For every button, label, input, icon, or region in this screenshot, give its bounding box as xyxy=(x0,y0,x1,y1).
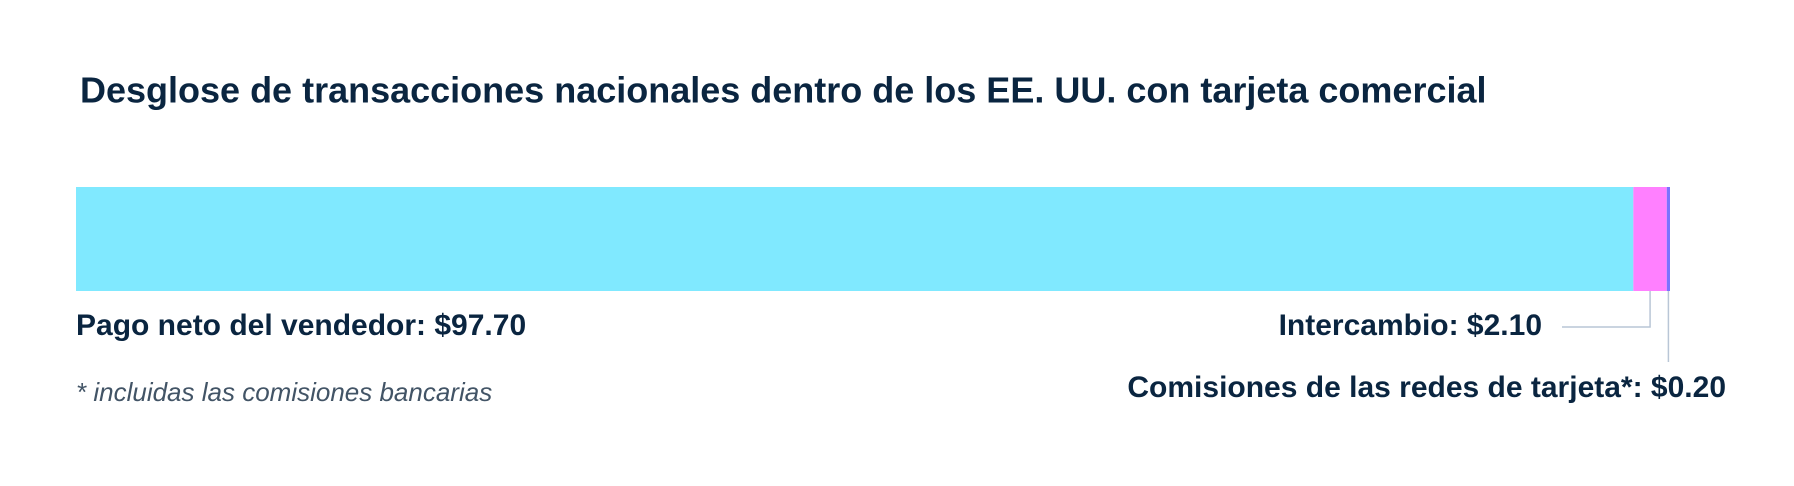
footnote: * incluidas las comisiones bancarias xyxy=(76,377,492,407)
chart-title: Desglose de transacciones nacionales den… xyxy=(80,70,1487,111)
bar-segment xyxy=(1666,187,1670,291)
data-label: Comisiones de las redes de tarjeta*: $0.… xyxy=(1127,371,1726,404)
bar-segment xyxy=(1633,187,1667,291)
data-label: Pago neto del vendedor: $97.70 xyxy=(76,309,526,342)
data-label: Intercambio: $2.10 xyxy=(1279,309,1542,342)
leader-line xyxy=(1562,291,1651,328)
bar-segment xyxy=(76,187,1634,291)
